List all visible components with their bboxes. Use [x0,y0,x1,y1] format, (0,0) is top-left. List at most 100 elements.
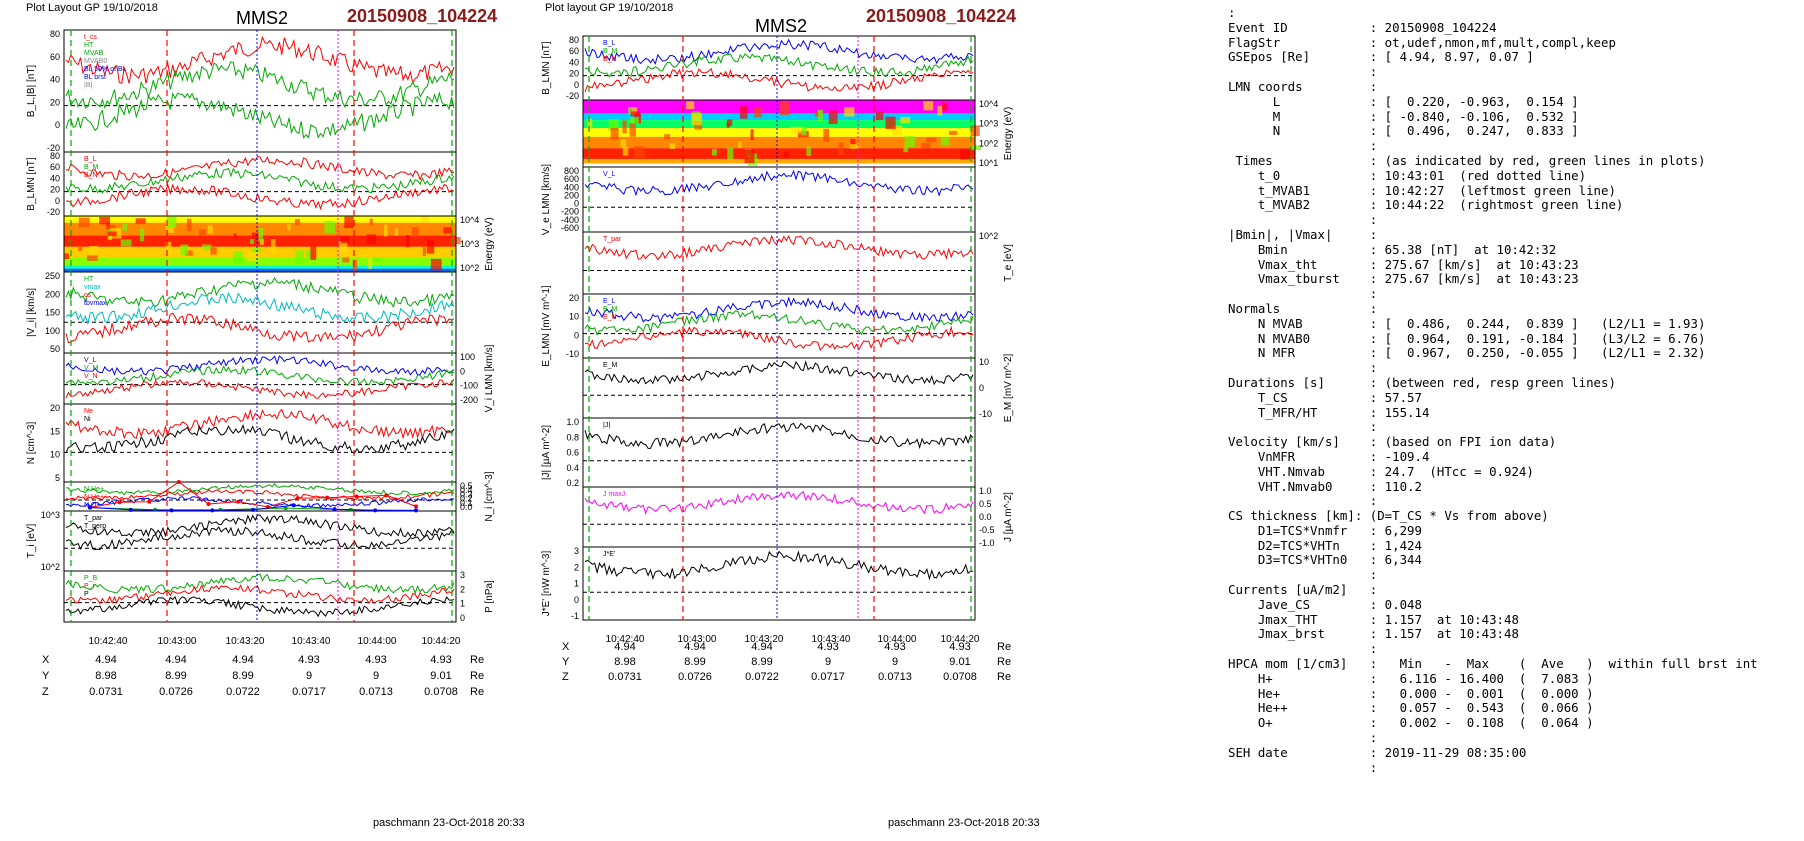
position-value: 8.99 [232,670,254,682]
tick-label: 0.5 [979,499,992,509]
tick-label: -20 [47,143,60,153]
position-value: 0.0726 [678,671,712,683]
panel-9: 3 2 1 0 -1 J*E' [nW m^-3] J*E' [541,546,976,621]
spectrogram-cell [422,247,426,256]
info-line: : [1228,759,1378,775]
spectrogram-cell [411,227,419,238]
info-line: : [1228,138,1378,154]
info-line: FlagStr : ot,udef,nmon,mf,mult,compl,kee… [1228,34,1616,50]
time-tick-label: 10:43:40 [292,636,331,647]
legend-entry: T_par [84,515,103,522]
position-value: 0.0713 [359,686,393,698]
position-value: 9.01 [430,670,452,682]
series-line [65,183,455,211]
tick-label: 100 [460,352,475,362]
tick-label: -1 [571,611,579,621]
spectrogram-cell [630,111,640,117]
tick-label: -200 [460,395,478,405]
legend-entry: E_N [603,314,617,321]
info-line: GSEpos [Re] : [ 4.94, 8.97, 0.07 ] [1228,49,1534,65]
position-value: 4.93 [365,654,387,666]
spectrogram-cell [586,118,593,131]
spectrogram-cell [394,228,399,236]
tick-label: 0.4 [566,463,579,473]
spectrogram-cell [711,149,717,156]
spectrogram-cell [233,251,243,264]
info-line: T_MFR/HT : 155.14 [1228,404,1430,420]
spectrogram-cell [844,107,855,117]
legend-entry: E_M [603,306,618,313]
spectrogram-cell [258,228,263,242]
position-label: Z [562,671,569,683]
spectrogram-cell [421,216,429,222]
time-tick-label: 10:44:00 [358,636,397,647]
position-value: 8.98 [614,656,636,668]
left-position-table: X 4.94 4.94 4.94 4.93 4.93 4.93 Re Y 8.98 8.99 8.99… [0,0,560,841]
spectrogram-cell [166,216,177,228]
time-tick-label: 10:43:20 [226,636,265,647]
legend-entry: V_M [84,365,99,372]
series-line [65,584,455,605]
legend-entry: B_M [84,164,99,171]
spectrogram-cell [120,239,132,247]
tick-label: 0 [574,595,579,605]
spectrogram-cell [923,101,934,111]
spectrogram-cell [744,149,755,164]
tick-label: 10^2 [460,263,479,273]
tick-label: -100 [460,381,478,391]
tick-label: 0.6 [566,448,579,458]
position-value: 9 [372,670,380,682]
left-figure-title: MMS2 [236,8,289,28]
spectrogram-cell [620,139,627,148]
tick-label: 40 [50,75,60,85]
series-line [65,595,455,618]
legend-entry: BL brst [84,74,106,81]
tick-label: 15 [50,426,60,436]
spectrogram-cell [369,218,373,225]
tick-label: 0 [55,120,60,130]
spectrogram-cell [443,227,452,234]
time-tick-label: 10:43:20 [745,634,784,645]
position-unit: Re [997,641,1012,653]
tick-label: 10 [979,357,989,367]
tick-label: -10 [566,349,579,359]
tick-label: 40 [50,173,60,183]
series-line [584,234,974,261]
info-line: : [1228,360,1378,376]
series-line [584,53,974,78]
info-line: D3=TCS*VHTn0 : 6,344 [1228,552,1422,568]
position-unit: Re [470,686,485,698]
spectrogram-cell [295,250,304,263]
tick-label: 80 [50,151,60,161]
legend-entry: HT [84,42,94,49]
position-value: 8.99 [684,656,706,668]
tick-label: 20 [50,403,60,413]
legend-entry: Ni [84,416,91,423]
spectrogram-cell [259,239,265,245]
spectrogram-cell [251,232,260,239]
info-line: t_MVAB1 : 10:42:27 (leftmost green line) [1228,182,1616,198]
position-value: 0.0731 [89,686,123,698]
info-line: He++ : 0.057 - 0.543 ( 0.066 ) [1228,700,1594,716]
info-line: SEH date : 2019-11-29 08:35:00 [1228,744,1527,760]
axis-label: J [µA m^-2] [1003,492,1014,542]
info-line: : [1228,493,1378,509]
position-value: 8.99 [751,656,773,668]
info-line: VHT.Nmvab : 24.7 (HTcc = 0.924) [1228,463,1534,479]
info-line: Event ID : 20150908_104224 [1228,19,1497,35]
spectrogram-cell [198,229,206,237]
spectrogram-cell [875,111,884,121]
legend-entry: P_i [84,583,95,590]
info-line: : [1228,64,1378,80]
spectrogram-cell [633,146,645,158]
spectrogram-band [64,268,456,272]
spectrogram-cell [739,106,748,119]
panel-8: 1.0 0.5 0.0 -0.5 -1.0 J [µA m^-2] J maxJ [582,486,1014,548]
panel-2: 10^4 10^3 10^2 10^1 Energy (eV) [582,99,1014,168]
info-line: : [1228,730,1378,746]
series-line [65,408,455,440]
tick-label: 0 [55,196,60,206]
tick-label: 0 [574,199,579,209]
spectrogram-cell [270,239,276,253]
